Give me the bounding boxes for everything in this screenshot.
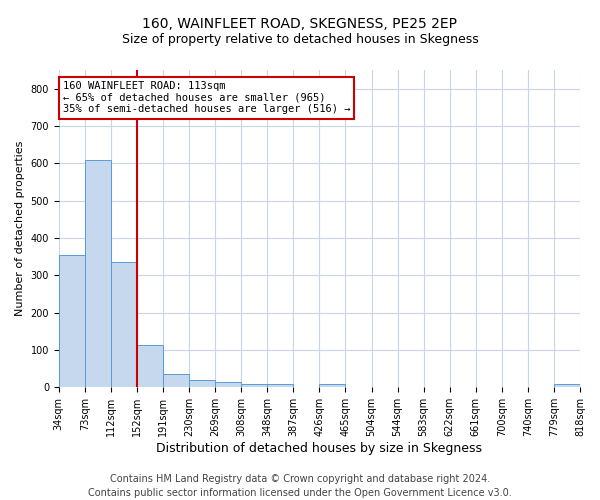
Bar bbox=[137, 345, 163, 388]
Bar bbox=[189, 380, 215, 388]
Y-axis label: Number of detached properties: Number of detached properties bbox=[15, 141, 25, 316]
Text: Contains HM Land Registry data © Crown copyright and database right 2024.
Contai: Contains HM Land Registry data © Crown c… bbox=[88, 474, 512, 498]
Text: Size of property relative to detached houses in Skegness: Size of property relative to detached ho… bbox=[122, 32, 478, 46]
Bar bbox=[267, 384, 293, 388]
Bar bbox=[241, 384, 267, 388]
Bar bbox=[163, 374, 189, 388]
Bar bbox=[59, 255, 85, 388]
Bar bbox=[319, 384, 346, 388]
Bar bbox=[85, 160, 111, 388]
Bar bbox=[215, 382, 241, 388]
Bar bbox=[111, 262, 137, 388]
X-axis label: Distribution of detached houses by size in Skegness: Distribution of detached houses by size … bbox=[157, 442, 482, 455]
Text: 160 WAINFLEET ROAD: 113sqm
← 65% of detached houses are smaller (965)
35% of sem: 160 WAINFLEET ROAD: 113sqm ← 65% of deta… bbox=[62, 81, 350, 114]
Bar bbox=[554, 384, 580, 388]
Text: 160, WAINFLEET ROAD, SKEGNESS, PE25 2EP: 160, WAINFLEET ROAD, SKEGNESS, PE25 2EP bbox=[143, 18, 458, 32]
